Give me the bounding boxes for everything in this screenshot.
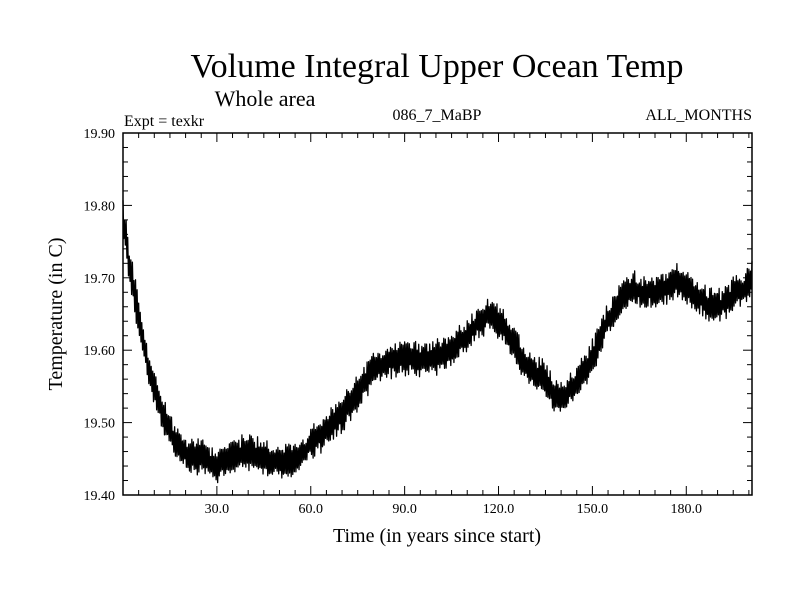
x-tick-label: 180.0 — [671, 502, 703, 517]
y-tick-label: 19.80 — [84, 199, 116, 214]
y-tick-label: 19.90 — [84, 127, 116, 142]
header-center: 086_7_MaBP — [393, 107, 482, 124]
x-tick-label: 120.0 — [483, 502, 515, 517]
x-tick-label: 90.0 — [392, 502, 417, 517]
plot-area — [122, 200, 753, 484]
header-left: Expt = texkr — [124, 113, 205, 130]
y-tick-label: 19.70 — [84, 272, 116, 287]
chart-title: Volume Integral Upper Ocean Temp — [191, 48, 684, 85]
x-tick-label: 30.0 — [205, 502, 230, 517]
x-tick-label: 150.0 — [577, 502, 609, 517]
x-axis-label: Time (in years since start) — [333, 525, 541, 547]
plot-frame — [122, 132, 753, 496]
y-axis-label: Temperature (in C) — [45, 238, 67, 391]
series-line — [122, 200, 753, 484]
x-tick-label: 60.0 — [299, 502, 324, 517]
y-tick-label: 19.50 — [84, 417, 116, 432]
chart-subtitle: Whole area — [215, 86, 316, 111]
y-tick-label: 19.60 — [84, 344, 116, 359]
header-right: ALL_MONTHS — [645, 107, 752, 124]
y-tick-label: 19.40 — [84, 489, 116, 504]
